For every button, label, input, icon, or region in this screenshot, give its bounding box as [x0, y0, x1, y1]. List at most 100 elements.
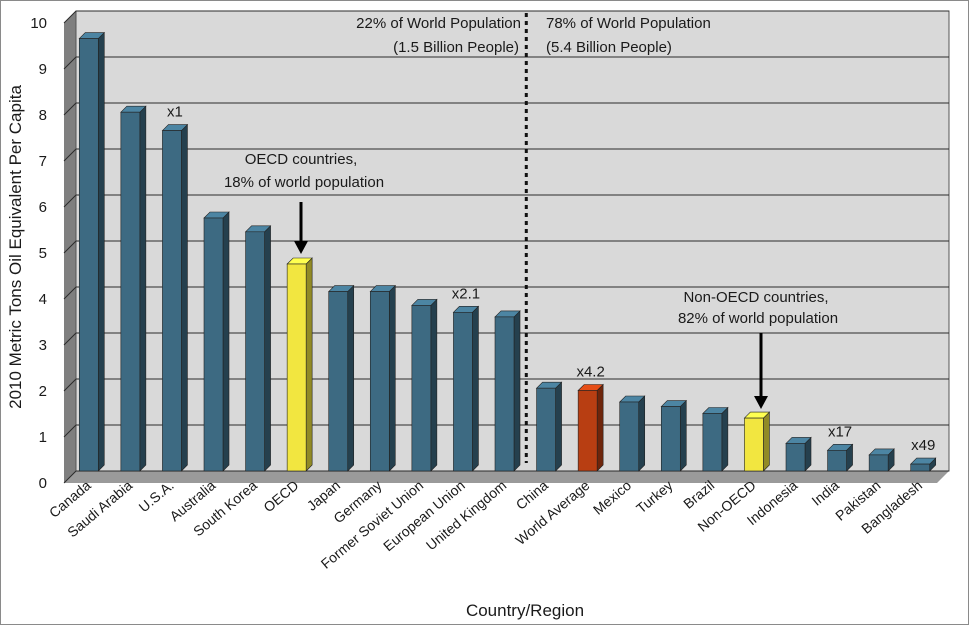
y-tick-label: 0: [39, 475, 47, 492]
bar: [327, 284, 355, 472]
bar-front: [78, 38, 99, 472]
bar-front: [453, 311, 473, 472]
bar-front: [411, 305, 432, 472]
bar-front: [328, 291, 349, 472]
bar: [452, 305, 480, 472]
x-axis-title: Country/Region: [466, 601, 584, 620]
y-tick-label: 1: [39, 429, 47, 446]
oecd-arrow-icon: [294, 202, 308, 254]
bar-side: [596, 383, 604, 472]
bar-front: [702, 413, 723, 472]
non-oecd-annotation-line1: Non-OECD countries,: [683, 289, 828, 306]
bar-side: [222, 211, 230, 472]
bar-side: [763, 411, 770, 472]
bar-side: [264, 225, 271, 472]
bar: [577, 383, 604, 472]
multiplier-label: x2.1: [452, 285, 480, 302]
gridline-wall: [63, 10, 77, 24]
bar: [120, 105, 147, 472]
left-population-line2: (1.5 Billion People): [393, 39, 519, 56]
multiplier-label: x4.2: [576, 364, 604, 381]
bar-front: [910, 463, 931, 472]
floor: [64, 471, 949, 483]
bar: [868, 448, 895, 472]
bar-front: [162, 130, 182, 472]
bar-side: [679, 399, 687, 472]
multiplier-label: x49: [911, 437, 935, 454]
bar-front: [660, 406, 681, 472]
bar-side: [139, 105, 147, 472]
left-population-line1: 22% of World Population: [356, 15, 521, 32]
gridline-wall: [63, 424, 77, 438]
bar: [826, 443, 854, 472]
y-tick-label: 6: [39, 199, 47, 216]
bar: [411, 298, 438, 472]
gridline-wall: [63, 56, 77, 70]
gridline-wall: [63, 102, 77, 116]
bar-front: [744, 417, 764, 472]
multiplier-label: x1: [167, 104, 183, 121]
non-oecd-arrow-icon: [754, 333, 768, 409]
bar-front: [286, 263, 307, 472]
bar: [618, 395, 646, 472]
multiplier-labels: x1 x2.1 x4.2 x17 x49: [167, 104, 935, 455]
y-tick-label: 10: [30, 15, 47, 32]
bar: [494, 310, 521, 472]
bar-front: [827, 449, 847, 472]
bar: [203, 211, 230, 472]
bar: [161, 123, 189, 472]
gridline-wall: [63, 240, 77, 254]
bar: [909, 457, 937, 472]
bar: [743, 411, 771, 472]
category-label: Mexico: [590, 477, 634, 518]
bar-side: [555, 381, 562, 472]
bar-side: [513, 310, 521, 472]
gridline-wall: [63, 378, 77, 392]
y-tick-label: 4: [39, 291, 47, 308]
gridline-wall: [63, 194, 77, 208]
bar-front: [494, 316, 515, 472]
y-tick-label: 5: [39, 245, 47, 262]
bar-side: [430, 298, 438, 472]
y-tick-label: 3: [39, 337, 47, 354]
bar: [702, 406, 729, 472]
right-population-line1: 78% of World Population: [546, 15, 711, 32]
multiplier-label: x17: [828, 423, 852, 440]
y-tick-labels: 0 1 2 3 4 5 6 7 8 9 10: [30, 15, 47, 492]
bar-front: [785, 443, 806, 472]
bar-front: [120, 111, 141, 472]
bar: [244, 225, 272, 472]
y-tick-label: 8: [39, 107, 47, 124]
bar: [535, 381, 563, 472]
gridline-wall: [63, 332, 77, 346]
bar-front: [619, 401, 640, 472]
bar-front: [536, 387, 556, 472]
oecd-annotation-line2: 18% of world population: [224, 174, 384, 191]
bar-side: [347, 284, 355, 472]
bar-front: [868, 454, 889, 472]
y-tick-label: 2: [39, 383, 47, 400]
right-population-line2: (5.4 Billion People): [546, 39, 672, 56]
bar: [369, 284, 397, 472]
bar-front: [245, 231, 265, 472]
bar: [78, 31, 106, 472]
category-label: World Average: [512, 477, 592, 548]
bar: [660, 399, 688, 472]
bar-side: [97, 31, 105, 472]
bar-front: [577, 390, 598, 472]
bars: [78, 31, 937, 472]
gridline-wall: [63, 470, 77, 484]
gridline-wall: [63, 286, 77, 300]
bar-side: [181, 123, 188, 472]
bar-side: [305, 257, 313, 472]
bar: [286, 257, 313, 472]
bar-side: [472, 305, 479, 472]
y-tick-label: 7: [39, 153, 47, 170]
non-oecd-annotation-line2: 82% of world population: [678, 310, 838, 327]
bar: [785, 436, 812, 472]
y-tick-label: 9: [39, 61, 47, 78]
bar-side: [638, 395, 646, 472]
bar-side: [388, 284, 396, 472]
